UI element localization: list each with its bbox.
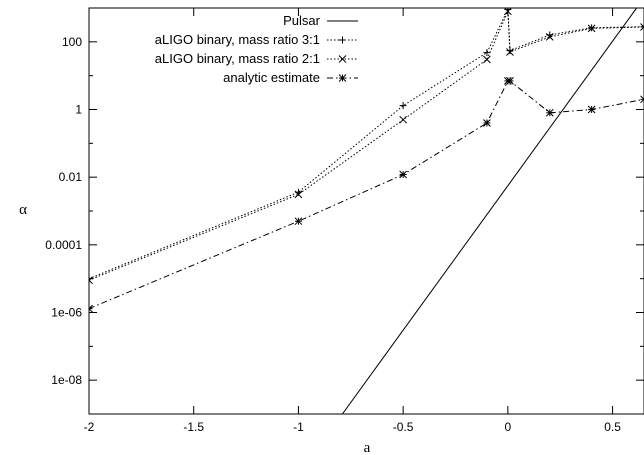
legend: Pulsar aLIGO binary, mass ratio 3:1 aLIGO … (155, 13, 358, 85)
data-point-aligo-binary-mass-ratio-2-1 (504, 8, 512, 16)
y-axis-label: α (19, 202, 27, 218)
data-point-analytic-estimate (294, 217, 303, 226)
y-tick-label: 1e-08 (51, 373, 82, 387)
legend-label: analytic estimate (223, 70, 320, 85)
legend-label: aLIGO binary, mass ratio 3:1 (155, 32, 320, 47)
y-tick-label: 1e-06 (51, 306, 82, 320)
x-tick-label: 0.5 (604, 420, 621, 434)
series-line-pulsar (341, 8, 638, 414)
x-tick-label: 0 (505, 420, 512, 434)
x-axis-label: a (364, 440, 371, 455)
data-point-aligo-binary-mass-ratio-2-1 (640, 23, 644, 31)
data-point-aligo-binary-mass-ratio-2-1 (294, 190, 303, 199)
legend-label: aLIGO binary, mass ratio 2:1 (155, 51, 320, 66)
data-point-aligo-binary-mass-ratio-2-1 (483, 55, 491, 64)
x-axis-ticks: -2 -1.5 -1 -0.5 0 0.5 (84, 8, 621, 434)
data-point-analytic-estimate (545, 108, 554, 117)
series-line-aligo-binary-mass-ratio-3-1 (89, 9, 644, 280)
legend-marker (338, 74, 347, 82)
x-tick-label: -1 (293, 420, 304, 434)
legend-marker (339, 36, 346, 44)
series-line-analytic-estimate (89, 80, 644, 310)
data-point-analytic-estimate (587, 105, 596, 114)
data-point-analytic-estimate (399, 170, 408, 179)
data-point-aligo-binary-mass-ratio-3-1 (89, 275, 93, 283)
y-axis-ticks: 1e-08 1e-06 0.0001 0.01 1 100 (45, 7, 644, 415)
y-tick-label: 100 (62, 35, 82, 49)
y-tick-label: 0.0001 (45, 238, 82, 252)
x-tick-label: -2 (84, 420, 95, 434)
y-tick-label: 0.01 (59, 170, 83, 184)
data-point-analytic-estimate (89, 304, 93, 313)
x-tick-label: -0.5 (393, 420, 414, 434)
legend-label: Pulsar (283, 13, 321, 28)
data-point-aligo-binary-mass-ratio-2-1 (399, 115, 408, 124)
y-tick-label: 1 (75, 103, 82, 117)
data-point-aligo-binary-mass-ratio-2-1 (89, 276, 93, 285)
data-point-aligo-binary-mass-ratio-2-1 (545, 33, 554, 41)
data-point-aligo-binary-mass-ratio-3-1 (399, 102, 407, 110)
data-point-analytic-estimate (483, 119, 491, 127)
data-point-aligo-binary-mass-ratio-2-1 (506, 48, 514, 56)
data-point-analytic-estimate (640, 95, 644, 104)
series-layer (89, 8, 644, 414)
legend-marker (338, 55, 347, 63)
data-point-aligo-binary-mass-ratio-2-1 (587, 24, 596, 33)
data-point-aligo-binary-mass-ratio-3-1 (483, 49, 491, 57)
data-point-analytic-estimate (506, 77, 514, 85)
plot-frame (88, 7, 644, 415)
x-tick-label: -1.5 (183, 420, 204, 434)
